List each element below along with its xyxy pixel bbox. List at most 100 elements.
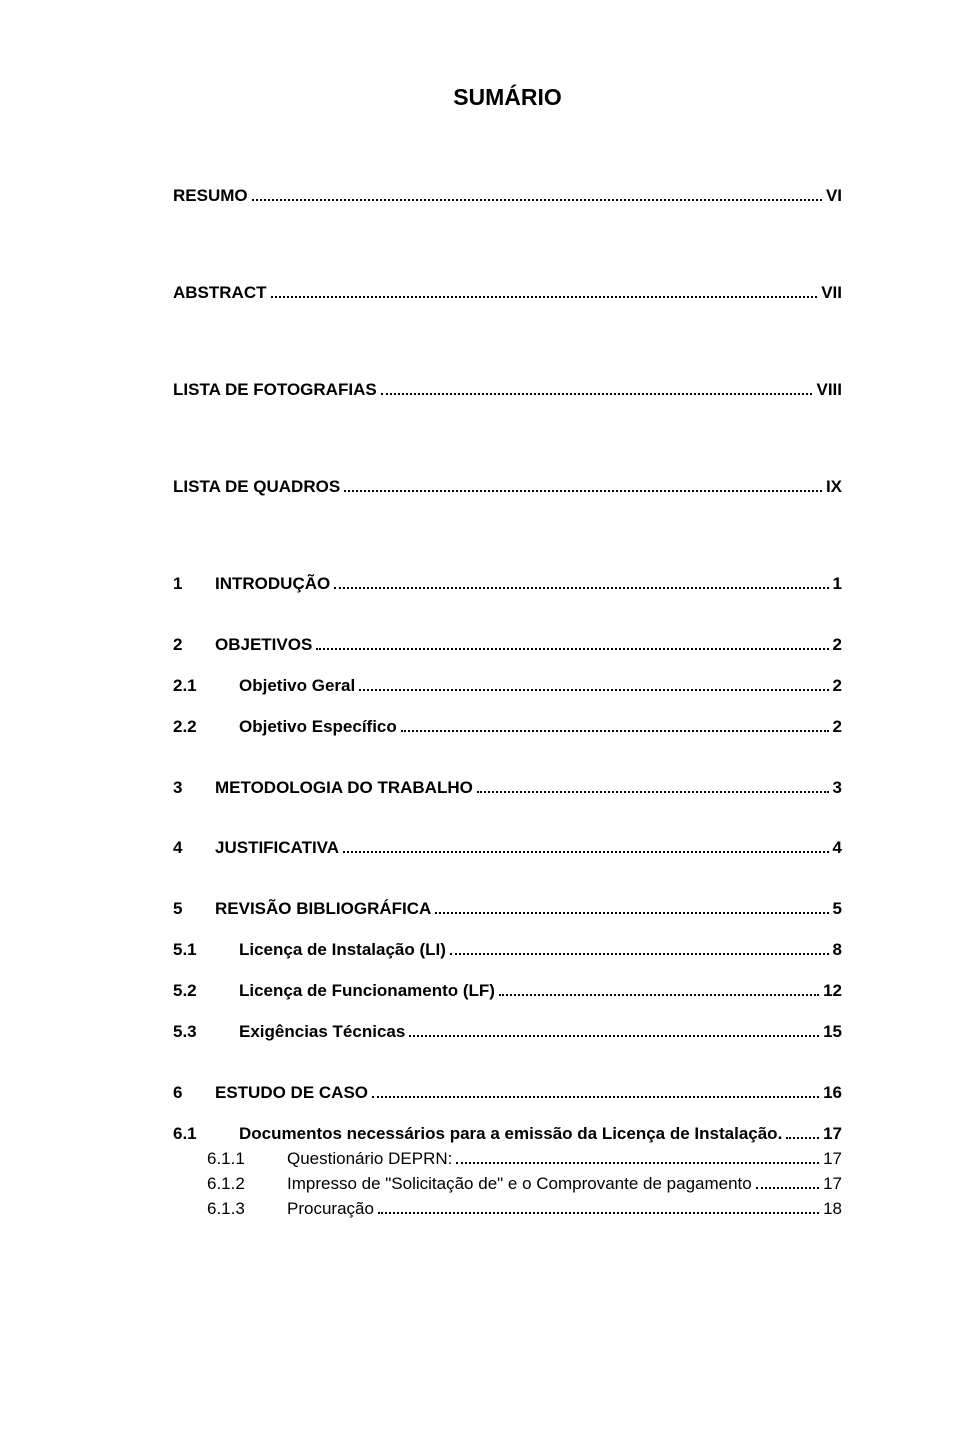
toc-entry-number: 3 <box>173 777 215 800</box>
toc-entry-text: Exigências Técnicas <box>239 1022 405 1041</box>
toc-leader-dots <box>343 851 828 853</box>
toc-leader-dots <box>456 1162 819 1164</box>
toc-entry-page: 1 <box>833 573 842 596</box>
toc-entry: 6.1.2Impresso de "Solicitação de" e o Co… <box>173 1173 842 1196</box>
vertical-gap <box>173 799 842 837</box>
toc-entry-label: 2.2Objetivo Específico <box>173 716 397 739</box>
vertical-gap <box>173 1105 842 1123</box>
toc-entry: 5.1Licença de Instalação (LI) 8 <box>173 939 842 962</box>
toc-entry-text: REVISÃO BIBLIOGRÁFICA <box>215 899 431 918</box>
vertical-gap <box>173 305 842 379</box>
toc-entry: 5REVISÃO BIBLIOGRÁFICA 5 <box>173 898 842 921</box>
toc-entry-number: 2.2 <box>173 716 239 739</box>
toc-entry: 6ESTUDO DE CASO16 <box>173 1082 842 1105</box>
toc-entry-text: RESUMO <box>173 186 248 205</box>
toc-entry: 5.3Exigências Técnicas15 <box>173 1021 842 1044</box>
toc-entry-text: LISTA DE FOTOGRAFIAS <box>173 380 377 399</box>
toc-entry: 1INTRODUÇÃO 1 <box>173 573 842 596</box>
toc-entry-label: 5.2Licença de Funcionamento (LF) <box>173 980 495 1003</box>
toc-entry: 6.1Documentos necessários para a emissão… <box>173 1123 842 1146</box>
toc-entry-label: 4JUSTIFICATIVA <box>173 837 339 860</box>
toc-entry-label: LISTA DE QUADROS <box>173 476 340 499</box>
toc-leader-dots <box>450 953 829 955</box>
vertical-gap <box>173 962 842 980</box>
toc-leader-dots <box>786 1137 819 1139</box>
toc-entry-label: 3METODOLOGIA DO TRABALHO <box>173 777 473 800</box>
toc-entry-text: INTRODUÇÃO <box>215 574 330 593</box>
toc-leader-dots <box>334 587 828 589</box>
toc-entry-text: ABSTRACT <box>173 283 267 302</box>
vertical-gap <box>173 208 842 282</box>
toc-entry-text: Procuração <box>287 1199 374 1218</box>
toc-entry-number: 6.1.1 <box>207 1148 287 1171</box>
toc-entry-label: 6.1.1Questionário DEPRN: <box>207 1148 452 1171</box>
toc-entry-text: LISTA DE QUADROS <box>173 477 340 496</box>
vertical-gap <box>173 1221 842 1223</box>
toc-entry-text: Impresso de "Solicitação de" e o Comprov… <box>287 1174 752 1193</box>
toc-entry-number: 4 <box>173 837 215 860</box>
toc-entry: 2.2Objetivo Específico 2 <box>173 716 842 739</box>
toc-entry-text: Objetivo Geral <box>239 676 355 695</box>
toc-leader-dots <box>435 912 828 914</box>
toc-entry: 3METODOLOGIA DO TRABALHO3 <box>173 777 842 800</box>
toc-entry: 2OBJETIVOS2 <box>173 634 842 657</box>
toc-leader-dots <box>378 1212 819 1214</box>
toc-entry-text: Licença de Instalação (LI) <box>239 940 446 959</box>
vertical-gap <box>173 1044 842 1082</box>
toc-leader-dots <box>344 490 822 492</box>
toc-entry-label: 2.1Objetivo Geral <box>173 675 355 698</box>
toc-leader-dots <box>316 648 828 650</box>
toc-entry-page: 5 <box>833 898 842 921</box>
vertical-gap <box>173 1003 842 1021</box>
toc-entry-page: 2 <box>833 634 842 657</box>
toc-entry-page: 16 <box>823 1082 842 1105</box>
toc-entry-label: 6.1.2Impresso de "Solicitação de" e o Co… <box>207 1173 752 1196</box>
toc-entry-page: 3 <box>833 777 842 800</box>
toc-entry-page: VI <box>826 185 842 208</box>
toc-entry-label: 6.1Documentos necessários para a emissão… <box>173 1123 782 1146</box>
toc-entry-page: 2 <box>833 675 842 698</box>
toc-entry-page: 2 <box>833 716 842 739</box>
vertical-gap <box>173 860 842 898</box>
toc-entry-text: OBJETIVOS <box>215 635 312 654</box>
vertical-gap <box>173 921 842 939</box>
toc-entry-label: 6.1.3Procuração <box>207 1198 374 1221</box>
toc-entry-page: 4 <box>833 837 842 860</box>
vertical-gap <box>173 499 842 573</box>
toc-entry: RESUMO VI <box>173 185 842 208</box>
toc-entry: 5.2Licença de Funcionamento (LF)12 <box>173 980 842 1003</box>
toc-entry-label: 5.1Licença de Instalação (LI) <box>173 939 446 962</box>
toc-entry: 6.1.3Procuração 18 <box>173 1198 842 1221</box>
toc-entry-number: 5.2 <box>173 980 239 1003</box>
toc-leader-dots <box>401 730 829 732</box>
vertical-gap <box>173 739 842 777</box>
toc-entry-label: 1INTRODUÇÃO <box>173 573 330 596</box>
toc-entry-page: VII <box>821 282 842 305</box>
toc-leader-dots <box>409 1035 819 1037</box>
toc-entry-number: 2 <box>173 634 215 657</box>
toc-entry: 6.1.1Questionário DEPRN:17 <box>173 1148 842 1171</box>
toc-entry-page: 15 <box>823 1021 842 1044</box>
vertical-gap <box>173 698 842 716</box>
toc-entry-page: 17 <box>823 1173 842 1196</box>
toc-entry-label: 5REVISÃO BIBLIOGRÁFICA <box>173 898 431 921</box>
toc-entry-text: JUSTIFICATIVA <box>215 838 339 857</box>
vertical-gap <box>173 657 842 675</box>
toc-entry-number: 2.1 <box>173 675 239 698</box>
toc-entry: 4JUSTIFICATIVA4 <box>173 837 842 860</box>
toc-entry-page: 8 <box>833 939 842 962</box>
toc-entry: LISTA DE QUADROSIX <box>173 476 842 499</box>
toc-leader-dots <box>756 1187 819 1189</box>
toc-entry-number: 6.1.2 <box>207 1173 287 1196</box>
toc-entry-label: 2OBJETIVOS <box>173 634 312 657</box>
vertical-gap <box>173 596 842 634</box>
toc-entry-page: 18 <box>823 1198 842 1221</box>
toc-leader-dots <box>372 1096 819 1098</box>
toc-entry-label: RESUMO <box>173 185 248 208</box>
toc-entry: ABSTRACT VII <box>173 282 842 305</box>
toc-entry-label: ABSTRACT <box>173 282 267 305</box>
toc-entry-text: Documentos necessários para a emissão da… <box>239 1124 782 1143</box>
toc-leader-dots <box>271 296 818 298</box>
table-of-contents: RESUMO VI ABSTRACT VII LISTA DE FOTOGRAFIAS V… <box>173 185 842 1223</box>
toc-entry-number: 6.1 <box>173 1123 239 1146</box>
